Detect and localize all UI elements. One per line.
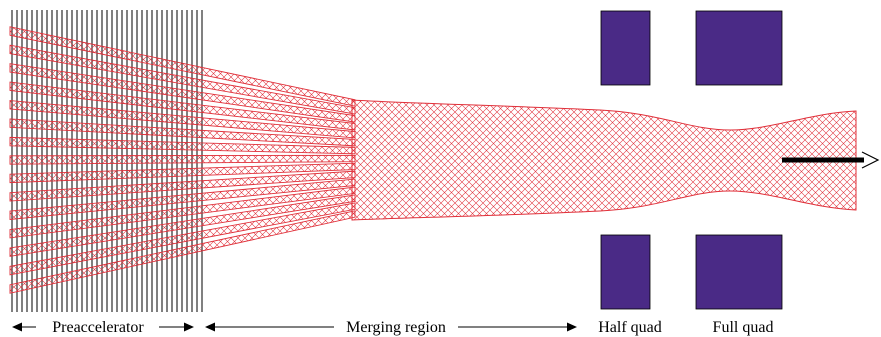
full-quad-label: Full quad — [713, 319, 774, 336]
beamlet — [9, 154, 356, 165]
half-quad-top-magnet — [600, 10, 651, 86]
full-quad-top-magnet — [695, 10, 783, 86]
full-quad-bottom-magnet — [695, 234, 783, 310]
merged-beam-envelope — [351, 99, 857, 221]
beam-direction-arrow — [782, 151, 880, 169]
half-quad-label: Half quad — [598, 319, 662, 336]
preaccelerator-label: Preaccelerator — [52, 319, 144, 336]
half-quad-bottom-magnet — [600, 234, 651, 310]
beamlets — [9, 26, 356, 294]
preaccelerator-extent-arrow — [12, 322, 194, 332]
merging-region-extent-arrow — [205, 322, 577, 332]
merging-region-label: Merging region — [346, 319, 446, 336]
